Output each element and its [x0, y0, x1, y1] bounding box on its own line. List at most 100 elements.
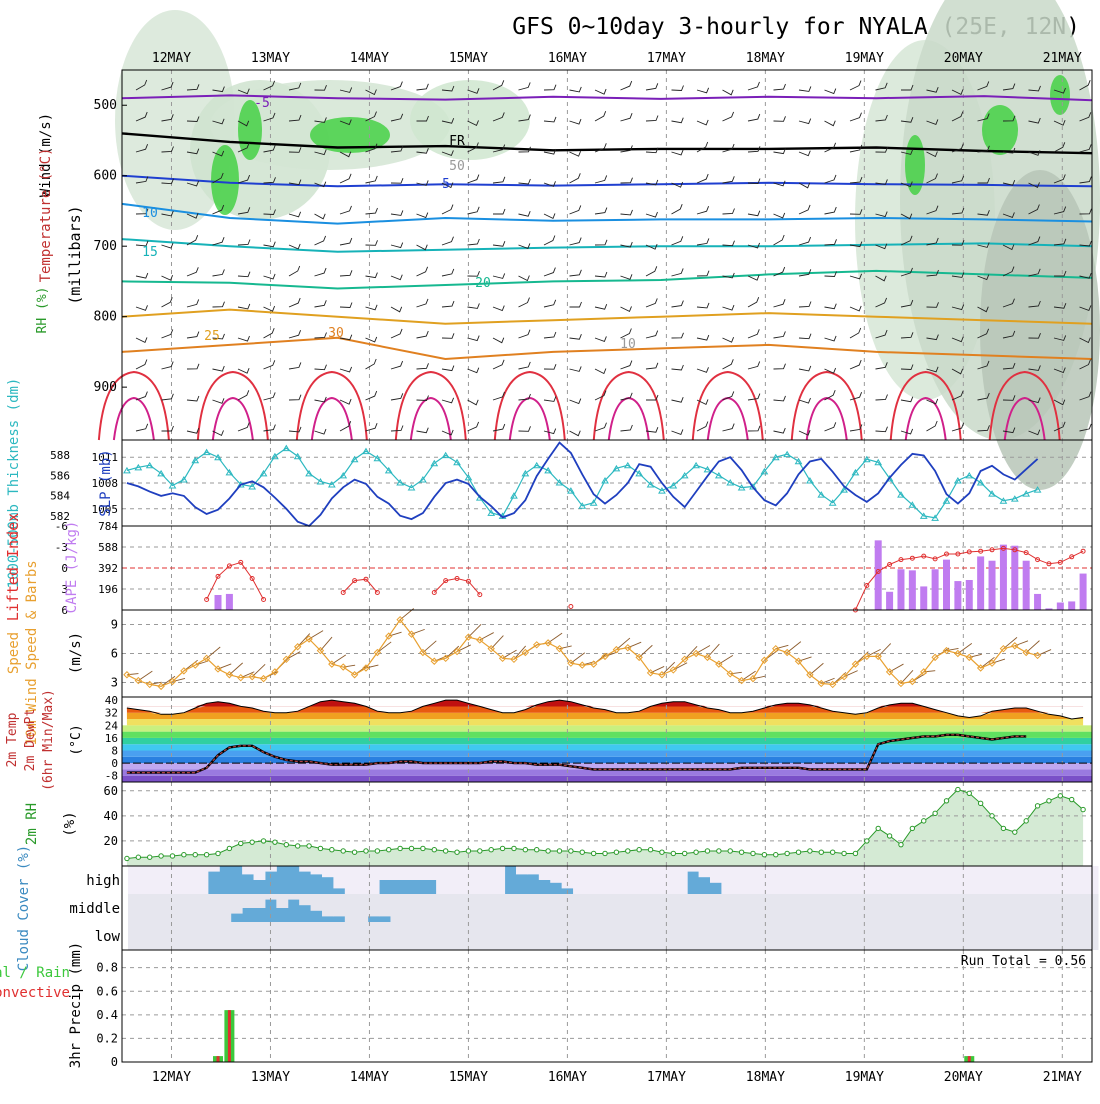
wind-barb: [339, 366, 353, 373]
wind-barb: [518, 393, 531, 401]
isotherm-lobe: [904, 396, 947, 441]
contour-label: 10: [142, 206, 158, 221]
wind-barb-10m: [809, 662, 824, 676]
wind-barb: [900, 396, 914, 403]
thickness-marker: [919, 512, 928, 519]
cloud-clear-cell: [846, 922, 859, 950]
dewpt-line: [126, 734, 1027, 774]
rh-marker: [602, 850, 608, 857]
thickness-marker: [441, 451, 450, 459]
wind-speed-marker: [248, 672, 256, 681]
thickness-marker: [794, 457, 803, 465]
cloud-clear-cell: [938, 922, 951, 950]
wind-barb: [1028, 85, 1041, 92]
wind-barb: [1053, 238, 1067, 246]
wind-barb: [365, 143, 378, 153]
wind-barb: [722, 176, 735, 184]
wind-barb: [1028, 333, 1041, 339]
cloud-clear-cell: [835, 894, 848, 922]
slp-line: [126, 441, 1039, 528]
wind-speed-marker: [407, 630, 416, 638]
wind-barb: [365, 175, 378, 184]
wind-barb: [441, 268, 455, 277]
thickness-marker: [259, 469, 268, 477]
wind-barb: [875, 211, 888, 218]
wind-barb: [594, 143, 607, 153]
thickness-marker: [988, 490, 996, 497]
wind-barb: [212, 269, 225, 277]
wind-barb: [135, 272, 149, 279]
thickness-marker: [897, 491, 905, 498]
wind-speed-marker: [362, 664, 370, 672]
thickness-marker: [726, 479, 735, 486]
thickness-marker: [669, 482, 678, 489]
isotherm-lobe: [112, 396, 155, 441]
wind-barb: [492, 176, 506, 184]
cloud-clear-cell: [801, 894, 814, 922]
cloud-clear-cell: [607, 866, 620, 894]
wind-barb-10m: [730, 671, 742, 675]
cloud-clear-cell: [344, 894, 357, 922]
cloud-clear-cell: [356, 866, 369, 894]
thickness-marker: [282, 444, 291, 452]
wind-barb: [314, 300, 327, 308]
wind-barb: [977, 328, 990, 339]
wind-barb: [1028, 236, 1041, 246]
rh-marker: [795, 849, 802, 855]
wind-barb: [365, 304, 378, 311]
cloud-clear-cell: [1086, 866, 1099, 894]
wind-barb: [441, 118, 455, 124]
temp-tick-label: -8: [105, 770, 118, 783]
wind-barb: [926, 151, 938, 158]
cloud-clear-cell: [618, 894, 631, 922]
wind-barb: [594, 88, 607, 95]
pressure-tick-label: 900: [94, 380, 117, 395]
thickness-marker: [1022, 490, 1031, 497]
rh-marker: [636, 847, 642, 853]
lifted-marker: [887, 562, 893, 567]
wind-barb: [926, 205, 939, 215]
minmax-axis-label: (6hr Min/Max): [41, 689, 56, 791]
rh-marker: [1080, 806, 1086, 813]
cloud-clear-cell: [379, 866, 391, 880]
cloud-clear-cell: [652, 894, 665, 922]
rh-marker: [181, 852, 187, 858]
wind-speed-marker: [396, 615, 404, 624]
temp-tick-label: 0: [111, 757, 118, 770]
wind-barb: [1028, 268, 1041, 277]
wind-barb: [645, 179, 659, 186]
wind-barb: [951, 175, 965, 184]
wind-barb: [645, 362, 659, 370]
wind-barb: [1053, 367, 1066, 374]
cloud-clear-cell: [264, 922, 277, 950]
wind-barb: [645, 83, 659, 91]
wind-barb-10m: [661, 661, 676, 676]
panel-fills: [115, 0, 1100, 950]
wind-speed-marker: [533, 641, 541, 649]
wind-barb: [339, 302, 353, 308]
cloud-clear-cell: [139, 922, 152, 950]
wind-barb: [977, 274, 990, 281]
wind-barb: [722, 272, 735, 279]
wind-barb: [135, 240, 149, 247]
wind-barb: [747, 210, 761, 217]
rh-marker: [841, 850, 847, 857]
rh-marker: [579, 849, 585, 855]
wind-barb: [416, 298, 429, 308]
wind-barb: [492, 423, 506, 432]
cloud-clear-cell: [162, 866, 175, 894]
wind-barb: [798, 236, 812, 246]
wind-speed-marker: [897, 679, 905, 688]
cloud-clear-cell: [938, 866, 951, 894]
rh-marker: [738, 849, 745, 855]
wind-barb: [365, 240, 378, 246]
rh-high-shading: [982, 105, 1018, 155]
wind-barb: [977, 113, 990, 122]
cloud-clear-cell: [162, 894, 175, 922]
thickness-marker: [999, 497, 1008, 504]
cloud-clear-cell: [652, 922, 665, 950]
wind-barb-10m: [490, 635, 504, 649]
wind-speed-marker: [783, 648, 791, 657]
wind-barb: [518, 361, 531, 370]
cloud-axis-label: Cloud Cover (%): [16, 845, 32, 971]
